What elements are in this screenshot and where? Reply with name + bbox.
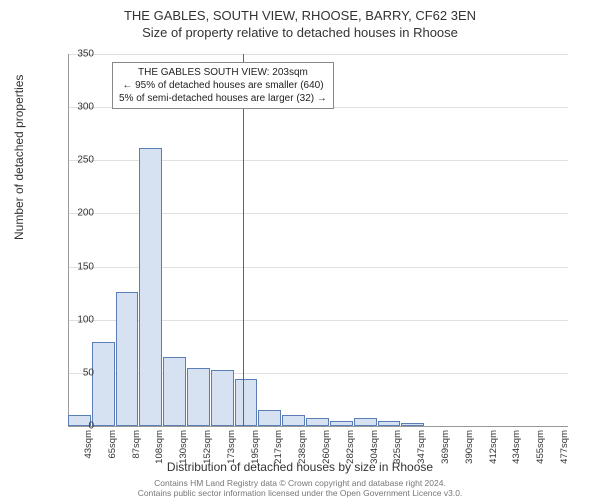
- x-tick-label: 108sqm: [154, 430, 165, 464]
- x-tick-label: 455sqm: [535, 430, 546, 464]
- y-tick-label: 50: [83, 367, 94, 378]
- reference-line: [243, 54, 244, 426]
- x-tick-label: 369sqm: [440, 430, 451, 464]
- x-tick-label: 434sqm: [511, 430, 522, 464]
- x-tick-label: 477sqm: [559, 430, 570, 464]
- histogram-bar: [163, 357, 186, 426]
- x-tick-label: 87sqm: [131, 430, 142, 459]
- histogram-bar: [306, 418, 329, 427]
- histogram-bar: [139, 148, 162, 426]
- footer-attribution: Contains HM Land Registry data © Crown c…: [0, 478, 600, 498]
- y-tick-label: 150: [77, 261, 94, 272]
- x-tick-label: 347sqm: [416, 430, 427, 464]
- histogram-bar: [92, 342, 115, 426]
- histogram-bar: [282, 415, 305, 426]
- y-tick-label: 100: [77, 314, 94, 325]
- histogram-bar: [378, 421, 401, 426]
- annotation-line: THE GABLES SOUTH VIEW: 203sqm: [119, 66, 327, 79]
- y-tick-label: 350: [77, 49, 94, 60]
- page-title-line2: Size of property relative to detached ho…: [0, 23, 600, 40]
- annotation-line: ← 95% of detached houses are smaller (64…: [119, 79, 327, 92]
- page-title-line1: THE GABLES, SOUTH VIEW, RHOOSE, BARRY, C…: [0, 0, 600, 23]
- x-tick-label: 152sqm: [202, 430, 213, 464]
- x-tick-label: 260sqm: [321, 430, 332, 464]
- x-tick-label: 325sqm: [392, 430, 403, 464]
- y-tick-label: 250: [77, 155, 94, 166]
- x-tick-label: 43sqm: [83, 430, 94, 459]
- x-tick-label: 217sqm: [273, 430, 284, 464]
- footer-line2: Contains public sector information licen…: [0, 488, 600, 498]
- histogram-chart: THE GABLES SOUTH VIEW: 203sqm← 95% of de…: [68, 54, 568, 426]
- histogram-bar: [211, 370, 234, 426]
- x-tick-label: 130sqm: [178, 430, 189, 464]
- histogram-bar: [330, 421, 353, 426]
- histogram-bar: [235, 379, 258, 426]
- y-tick-label: 200: [77, 208, 94, 219]
- histogram-bar: [401, 423, 424, 426]
- y-axis-label: Number of detached properties: [12, 75, 26, 240]
- histogram-bar: [258, 410, 281, 426]
- x-tick-label: 65sqm: [107, 430, 118, 459]
- x-tick-label: 195sqm: [250, 430, 261, 464]
- annotation-box: THE GABLES SOUTH VIEW: 203sqm← 95% of de…: [112, 62, 334, 109]
- gridline: [68, 54, 568, 55]
- histogram-bar: [354, 418, 377, 427]
- footer-line1: Contains HM Land Registry data © Crown c…: [0, 478, 600, 488]
- histogram-bar: [187, 368, 210, 426]
- x-tick-label: 173sqm: [226, 430, 237, 464]
- x-tick-label: 304sqm: [369, 430, 380, 464]
- annotation-line: 5% of semi-detached houses are larger (3…: [119, 92, 327, 105]
- x-tick-label: 390sqm: [464, 430, 475, 464]
- x-tick-label: 412sqm: [488, 430, 499, 464]
- y-tick-label: 300: [77, 102, 94, 113]
- x-tick-label: 238sqm: [297, 430, 308, 464]
- x-tick-label: 282sqm: [345, 430, 356, 464]
- histogram-bar: [116, 292, 139, 426]
- histogram-bar: [68, 415, 91, 426]
